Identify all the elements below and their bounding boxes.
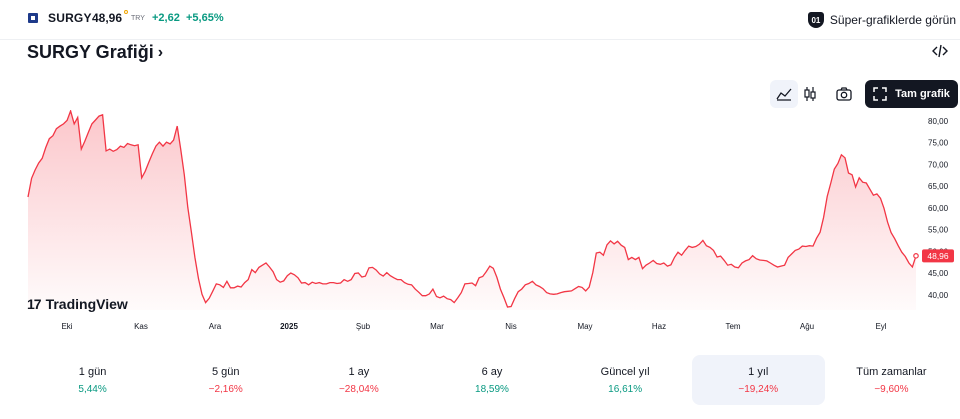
last-price-axis-label: 48,96 [922,249,954,263]
area-chart-icon [776,88,792,101]
super-charts-link[interactable]: 01 Süper-grafiklerde görün [807,10,956,30]
y-axis-tick-label: 80,00 [928,117,949,126]
period-change: −2,16% [208,383,243,395]
x-axis-tick-label: Ağu [800,322,814,331]
exchange-flag-icon [28,13,38,23]
price-change-percent: +5,65% [186,12,224,24]
x-axis-tick-label: Haz [652,322,666,331]
y-axis-tick-label: 75,00 [928,139,949,148]
price-area-fill [28,110,916,311]
last-price-axis-value: 48,96 [927,251,949,261]
camera-icon [836,87,852,101]
ticker-symbol[interactable]: SURGY [48,11,92,25]
price-area-chart[interactable]: 80,0075,0070,0065,0060,0055,0050,0045,00… [0,110,960,335]
period-label: Güncel yıl [600,365,650,378]
period-label: 1 yıl [748,365,769,378]
x-axis-tick-label: May [577,322,592,331]
x-axis-tick-label: Tem [725,322,740,331]
x-axis-tick-label: Mar [430,322,444,331]
page-title[interactable]: SURGY Grafiği › [27,42,163,63]
x-axis-tick-label: 2025 [280,322,298,331]
symbol-header: SURGY 48,96 TRY +2,62 +5,65% 01 Süper-gr… [0,0,960,40]
price-line [27,110,917,308]
period-1-year[interactable]: 1 yıl −19,24% [691,355,825,405]
area-chart-type-button[interactable] [770,80,798,108]
period-change: 5,44% [78,383,107,395]
period-label: 5 gün [211,365,240,378]
currency-code: TRY [131,15,145,22]
super-charts-label: Süper-grafiklerde görün [829,13,956,27]
period-label: 1 ay [348,365,370,378]
performance-periods: 1 gün 5,44% 5 gün −2,16% 1 ay −28,04% 6 … [26,355,958,405]
y-axis-tick-label: 45,00 [928,269,949,278]
page-title-text: SURGY Grafiği [27,42,154,62]
period-change: 16,61% [608,383,643,395]
price-change: +2,62 [152,12,180,24]
period-label: 1 gün [78,365,107,378]
y-axis-tick-label: 70,00 [928,160,949,169]
x-axis-tick-label: Kas [134,322,148,331]
period-all-time[interactable]: Tüm zamanlar −9,60% [825,355,958,405]
y-axis-tick-label: 65,00 [928,182,949,191]
snapshot-button[interactable] [830,80,858,108]
x-axis-tick-label: Nis [505,322,517,331]
candle-chart-type-button[interactable] [796,80,824,108]
candlestick-icon [804,87,816,101]
full-chart-label: Tam grafik [895,88,950,100]
fullscreen-icon [873,87,887,101]
chevron-right-icon: › [157,43,164,61]
x-axis-tick-label: Eki [61,322,72,331]
last-price: 48,96 [92,11,123,25]
x-axis-tick-label: Şub [356,322,371,331]
last-price-marker [913,253,919,259]
period-label: Tüm zamanlar [856,365,927,378]
tradingview-mark-icon: 17 [27,296,42,312]
y-axis-tick-label: 55,00 [928,226,949,235]
y-axis-tick-label: 60,00 [928,204,949,213]
market-status-icon [124,10,128,14]
period-1-day[interactable]: 1 gün 5,44% [26,355,159,405]
super-charts-icon: 01 [807,12,824,28]
period-1-month[interactable]: 1 ay −28,04% [292,355,425,405]
period-change: −19,24% [738,383,779,395]
tradingview-logo[interactable]: 17 TradingView [27,296,128,312]
x-axis-tick-label: Eyl [875,322,886,331]
full-chart-button[interactable]: Tam grafik [865,80,958,108]
period-change: −28,04% [338,383,379,395]
period-ytd[interactable]: Güncel yıl 16,61% [559,355,692,405]
period-6-month[interactable]: 6 ay 18,59% [425,355,558,405]
period-5-day[interactable]: 5 gün −2,16% [159,355,292,405]
period-change: 18,59% [475,383,509,395]
y-axis-tick-label: 40,00 [928,291,949,300]
x-axis-tick-label: Ara [209,322,222,331]
period-label: 6 ay [481,365,503,378]
period-change: −9,60% [874,383,909,395]
embed-code-icon[interactable] [932,44,948,61]
tradingview-logo-text: TradingView [45,296,128,312]
